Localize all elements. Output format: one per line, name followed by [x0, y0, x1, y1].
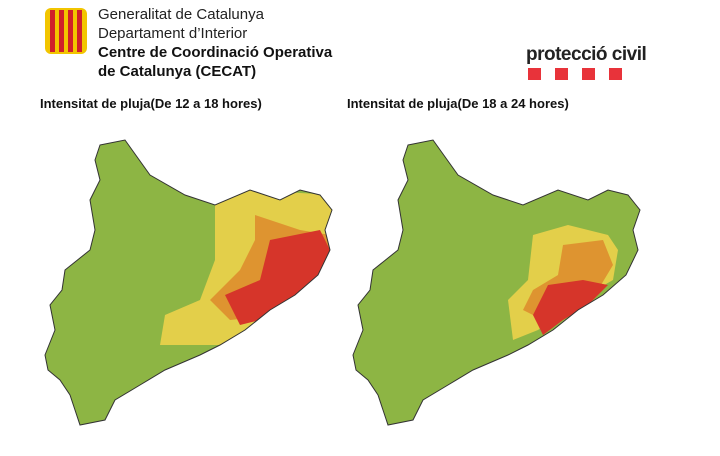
header-line: Departament d’Interior — [98, 25, 248, 42]
logo-text: protecció civil — [526, 44, 647, 65]
outline-left — [44, 139, 333, 426]
map-title: Intensitat de pluja(De 18 a 24 hores) — [347, 96, 569, 111]
map-right — [353, 140, 640, 425]
logo-proteccio-squares — [528, 68, 622, 80]
map-left — [45, 140, 332, 425]
map-outlines — [44, 139, 641, 426]
header-line: Centre de Coordinació Operativa — [98, 44, 333, 61]
logo-generalitat — [45, 8, 87, 54]
header-line: Generalitat de Catalunya — [98, 6, 264, 23]
outline-right — [352, 139, 641, 426]
header-line: de Catalunya (CECAT) — [98, 63, 257, 80]
map-title: Intensitat de pluja(De 12 a 18 hores) — [40, 96, 262, 111]
